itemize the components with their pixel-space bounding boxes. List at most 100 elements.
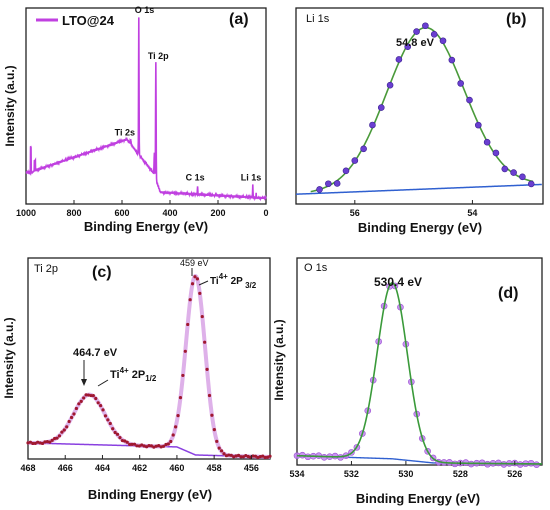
data-point: [475, 121, 482, 129]
data-point: [510, 169, 517, 176]
data-point: [166, 442, 170, 446]
x-tick-label: 462: [132, 463, 147, 473]
x-axis-label: Binding Energy (eV): [356, 491, 480, 506]
data-point: [120, 438, 124, 443]
x-tick-label: 800: [66, 208, 81, 218]
data-point: [128, 442, 132, 447]
data-point: [325, 180, 332, 188]
data-point: [28, 440, 33, 444]
data-point: [404, 43, 412, 51]
data-point: [43, 440, 47, 444]
peak-label: 464.7 eV: [73, 347, 118, 359]
data-point: [89, 393, 93, 398]
peak-label: C 1s: [186, 172, 205, 182]
data-point: [265, 455, 270, 459]
data-point: [239, 455, 243, 459]
peak-label: 530.4 eV: [374, 275, 422, 289]
data-point: [316, 186, 323, 193]
peak-label: Li 1s: [241, 172, 262, 182]
panel-label: (b): [506, 11, 526, 28]
data-point: [386, 81, 394, 89]
data-point: [130, 442, 134, 446]
data-point: [256, 455, 260, 460]
data-point: [466, 96, 473, 104]
data-point: [258, 454, 262, 459]
panel-title: Li 1s: [306, 13, 330, 25]
data-point: [67, 419, 71, 424]
panel-c: 468 466 464 462 460 458 456 Ti 2p (c) 464.7 eV…: [2, 257, 272, 502]
data-point: [84, 393, 88, 397]
x-tick-label: 456: [244, 463, 259, 473]
data-point: [140, 443, 144, 447]
data-point: [176, 413, 180, 418]
data-point: [36, 440, 40, 444]
data-point: [118, 436, 122, 440]
data-point: [227, 453, 231, 457]
data-point: [123, 439, 127, 443]
data-point: [483, 138, 491, 146]
data-point: [203, 340, 207, 344]
data-point: [53, 436, 57, 441]
data-point: [132, 442, 137, 446]
data-point: [200, 314, 204, 319]
data-point: [94, 396, 98, 401]
data-point: [74, 406, 78, 411]
data-point: [144, 445, 149, 449]
data-point: [253, 454, 258, 458]
data-point: [159, 445, 163, 449]
data-point: [171, 433, 175, 437]
data-point: [236, 453, 241, 457]
data-point: [268, 454, 272, 458]
data-point: [190, 282, 195, 286]
data-point: [413, 28, 420, 35]
x-tick-label: 532: [344, 469, 359, 479]
data-point: [224, 454, 229, 458]
x-tick-label: 458: [207, 463, 222, 473]
x-tick-label: 528: [453, 469, 468, 479]
x-tick-label: 200: [210, 208, 225, 218]
data-point: [519, 173, 526, 181]
data-point: [333, 180, 341, 187]
data-point: [147, 443, 151, 448]
data-point: [99, 404, 103, 408]
data-point: [103, 414, 108, 418]
data-point: [101, 408, 105, 412]
data-point: [48, 440, 52, 444]
data-point: [161, 444, 166, 448]
data-point: [79, 399, 83, 403]
x-tick-label: 400: [162, 208, 177, 218]
x-tick-label: 468: [20, 463, 35, 473]
data-point: [244, 453, 248, 458]
data-point: [232, 455, 236, 459]
data-point: [222, 452, 226, 456]
data-point: [342, 167, 350, 175]
data-point: [115, 432, 120, 436]
data-point: [217, 446, 221, 450]
data-point: [33, 441, 37, 446]
x-tick-label: 534: [289, 469, 304, 479]
data-point: [261, 454, 265, 458]
data-point: [439, 37, 447, 45]
peak-annotation-1: 464.7 eV Ti4+ 2P1/2: [73, 347, 157, 387]
data-point: [174, 425, 178, 429]
data-point: [65, 425, 69, 429]
data-point: [183, 349, 187, 353]
data-point: [527, 180, 535, 188]
data-point: [50, 438, 54, 442]
data-point: [210, 413, 214, 417]
peak-label: 54.8 eV: [396, 37, 435, 49]
data-point: [149, 444, 154, 448]
data-point: [40, 441, 45, 446]
data-point: [234, 454, 238, 458]
species-label: Ti4+ 2P 3/2: [210, 272, 257, 290]
data-point: [430, 31, 438, 38]
data-point: [205, 367, 209, 371]
data-point: [26, 441, 30, 445]
data-point: [31, 441, 35, 446]
panel-title: Ti 2p: [34, 263, 58, 275]
data-point: [193, 275, 197, 279]
data-point: [198, 291, 202, 295]
data-point: [369, 121, 376, 129]
data-point: [45, 440, 49, 444]
